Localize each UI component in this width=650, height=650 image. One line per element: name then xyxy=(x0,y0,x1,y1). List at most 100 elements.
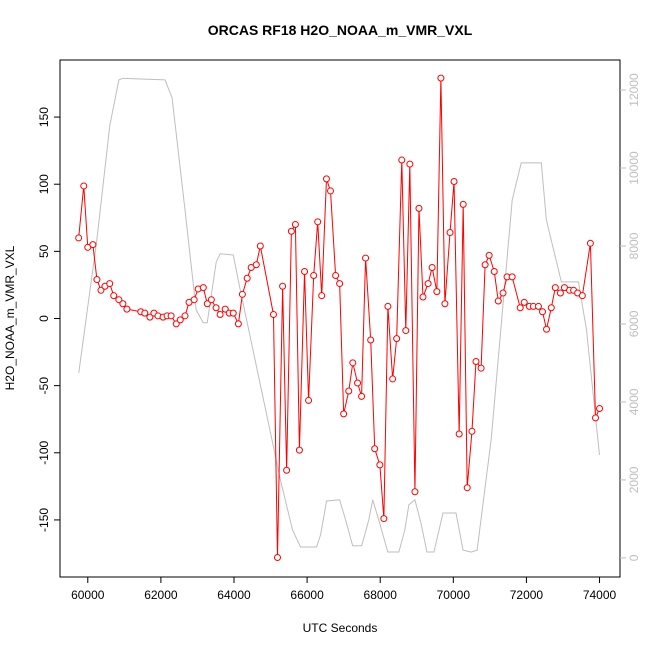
y-tick-label: 100 xyxy=(37,174,51,194)
point xyxy=(332,272,340,280)
point xyxy=(463,484,471,492)
point xyxy=(322,175,330,183)
point xyxy=(499,289,507,297)
point xyxy=(437,74,445,82)
point xyxy=(516,304,524,312)
point xyxy=(543,325,551,333)
point xyxy=(119,300,127,308)
point xyxy=(336,280,344,288)
point xyxy=(459,200,467,208)
point xyxy=(494,297,502,305)
point xyxy=(586,239,594,247)
point xyxy=(305,396,313,404)
y2-tick-label: 2000 xyxy=(627,466,641,493)
series-line xyxy=(78,77,600,553)
x-axis-label: UTC Seconds xyxy=(303,621,378,635)
point xyxy=(181,312,189,320)
point xyxy=(93,276,101,284)
point xyxy=(106,280,114,288)
point xyxy=(141,309,149,317)
point xyxy=(295,446,303,454)
point xyxy=(172,320,180,328)
point xyxy=(80,182,88,190)
point xyxy=(547,304,555,312)
point xyxy=(256,242,264,250)
point xyxy=(234,320,242,328)
point xyxy=(551,284,559,292)
point xyxy=(384,302,392,310)
point xyxy=(238,290,246,298)
y2-tick-label: 12000 xyxy=(627,73,641,107)
point xyxy=(345,387,353,395)
y-tick-label: -100 xyxy=(37,440,51,464)
x-tick-label: 62000 xyxy=(144,588,178,602)
point xyxy=(279,282,287,290)
point xyxy=(520,298,528,306)
y-tick-label: -50 xyxy=(37,377,51,395)
point xyxy=(340,410,348,418)
point xyxy=(446,229,454,237)
point xyxy=(358,392,366,400)
point xyxy=(349,359,357,367)
point xyxy=(273,554,281,562)
point xyxy=(229,309,237,317)
point xyxy=(485,251,493,259)
point xyxy=(367,336,375,344)
point xyxy=(207,296,215,304)
point xyxy=(508,273,516,281)
point xyxy=(490,268,498,275)
point xyxy=(433,288,441,296)
point xyxy=(75,234,83,242)
point xyxy=(89,241,97,249)
point xyxy=(221,305,229,313)
point xyxy=(212,304,220,312)
x-tick-label: 64000 xyxy=(217,588,251,602)
y2-tick-label: 8000 xyxy=(627,232,641,259)
y-axis-label: H2O_NOAA_m_VMR_VXL xyxy=(3,245,17,390)
point xyxy=(243,274,251,282)
y-tick-label: 0 xyxy=(37,315,51,322)
point xyxy=(203,300,211,308)
point xyxy=(380,515,388,523)
point xyxy=(362,254,370,262)
x-tick-label: 72000 xyxy=(510,588,544,602)
point xyxy=(411,488,419,496)
point xyxy=(477,364,485,372)
y2-tick-label: 10000 xyxy=(627,151,641,185)
point xyxy=(481,261,489,269)
point xyxy=(455,430,463,438)
y-tick-label: 50 xyxy=(37,244,51,258)
x-tick-label: 60000 xyxy=(71,588,105,602)
point xyxy=(402,327,410,335)
point xyxy=(146,313,154,321)
y-tick-label: -150 xyxy=(37,508,51,532)
point xyxy=(269,310,277,318)
point xyxy=(556,289,564,297)
point xyxy=(371,445,379,453)
x-tick-label: 74000 xyxy=(583,588,617,602)
point xyxy=(578,292,586,300)
point xyxy=(190,296,198,304)
y2-tick-label: 0 xyxy=(627,554,641,561)
point xyxy=(97,286,105,294)
y2-tick-label: 6000 xyxy=(627,310,641,337)
point xyxy=(167,312,175,320)
y2-tick-label: 4000 xyxy=(627,388,641,415)
point xyxy=(472,357,480,365)
point xyxy=(354,379,362,387)
point xyxy=(415,204,423,212)
x-tick-label: 70000 xyxy=(437,588,471,602)
point xyxy=(110,292,118,300)
point xyxy=(216,310,224,318)
point xyxy=(592,414,600,422)
y-tick-label: 150 xyxy=(37,107,51,127)
point xyxy=(176,316,184,324)
point xyxy=(539,308,547,316)
point xyxy=(596,404,604,412)
point xyxy=(283,466,291,474)
point xyxy=(199,284,207,292)
point xyxy=(115,296,123,304)
point xyxy=(428,263,436,271)
point xyxy=(301,268,309,275)
